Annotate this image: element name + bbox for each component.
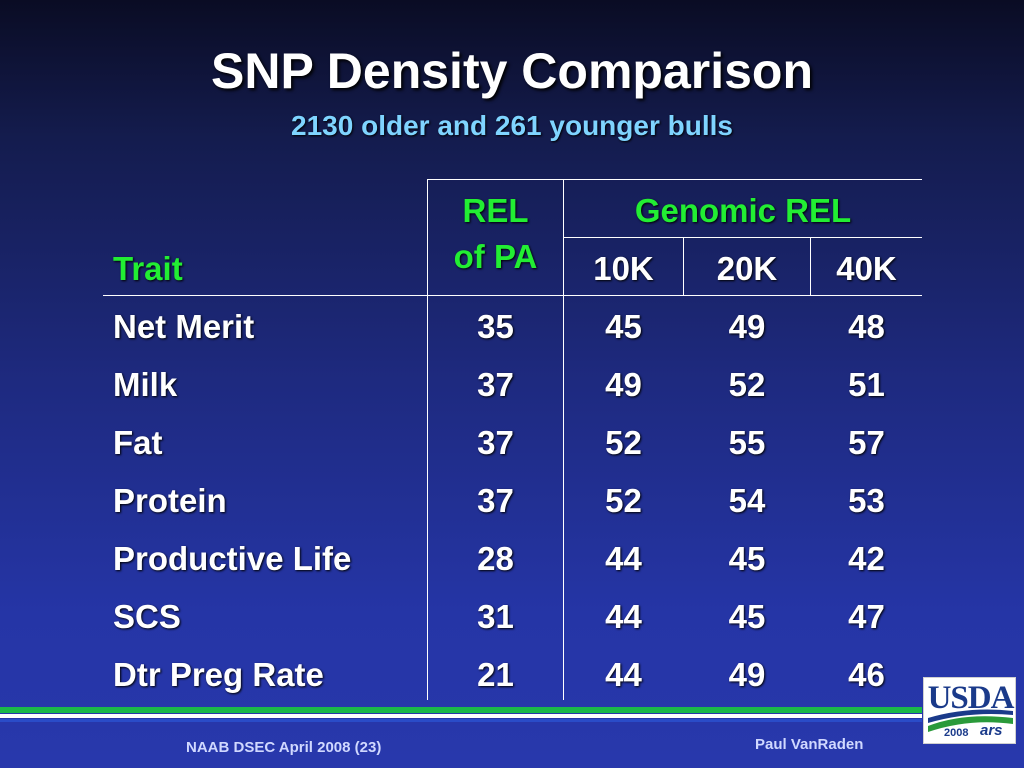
header-trait: Trait [113,250,183,287]
table-cell-trait: Protein [113,482,227,519]
header-40k: 40K [836,250,897,287]
table-vline-trait [427,180,428,700]
table-cell-rel-pa: 28 [477,540,514,577]
table-cell-k10: 45 [605,308,642,345]
header-rel-pa-line1: REL [462,192,529,229]
usda-logo-year: 2008 [944,727,969,739]
table-cell-trait: Productive Life [113,540,352,577]
table-cell-k10: 52 [605,424,642,461]
table-cell-k20: 49 [728,656,766,693]
table-vline-20k [810,238,811,296]
header-20k: 20K [716,250,778,287]
table-cell-k10: 49 [605,366,642,403]
table-hline-header [103,295,922,296]
table-vline-10k [683,238,684,296]
table-cell-k40: 48 [848,308,885,345]
table-cell-k20: 52 [728,366,766,403]
table-cell-rel-pa: 37 [477,424,514,461]
table-cell-trait: Milk [113,366,178,403]
table-hline-top [427,179,922,180]
table-cell-trait: SCS [113,598,181,635]
table-cell-k10: 44 [605,598,642,635]
header-rel-pa-line2: of PA [453,238,538,275]
table-cell-k40: 46 [848,656,885,693]
table-cell-rel-pa: 37 [477,366,514,403]
table-cell-rel-pa: 21 [477,656,514,693]
table-cell-k40: 51 [848,366,885,403]
table-cell-trait: Dtr Preg Rate [113,656,324,693]
table-cell-k20: 49 [728,308,766,345]
table-cell-trait: Fat [113,424,163,461]
table-cell-trait: Net Merit [113,308,255,345]
ars-logo-text: ars [980,722,1003,739]
table-cell-k40: 47 [848,598,885,635]
table-cell-k20: 45 [728,540,766,577]
slide-subtitle: 2130 older and 261 younger bulls [291,110,733,141]
footer-green-stripe [0,707,922,713]
table-cell-rel-pa: 31 [477,598,514,635]
slide-title: SNP Density Comparison [210,43,813,99]
table-cell-k40: 57 [848,424,885,461]
table-cell-k10: 44 [605,656,642,693]
table-cell-k20: 45 [728,598,766,635]
table-cell-rel-pa: 37 [477,482,514,519]
table-cell-k40: 42 [848,540,885,577]
header-10k: 10K [593,250,654,287]
table-cell-k20: 54 [728,482,766,519]
footer-author: Paul VanRaden [755,736,864,753]
table-vline-relpa [563,180,564,700]
header-genomic-rel: Genomic REL [634,192,852,229]
table-cell-k20: 55 [728,424,766,461]
usda-logo: USDA 2008 ars [923,677,1016,744]
table-cell-k10: 44 [605,540,642,577]
footer-blue-stripe [0,719,922,722]
footer-white-stripe [0,714,922,718]
table-cell-k40: 53 [848,482,885,519]
table-cell-k10: 52 [605,482,642,519]
table-hline-genomic [563,237,922,238]
table-cell-rel-pa: 35 [477,308,514,345]
usda-logo-swoosh-icon [928,709,1013,732]
footer-event: NAAB DSEC April 2008 (23) [186,739,382,756]
